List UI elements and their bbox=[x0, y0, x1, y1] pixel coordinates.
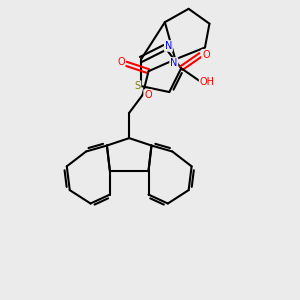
Text: O: O bbox=[202, 50, 210, 60]
Text: OH: OH bbox=[200, 76, 214, 87]
Text: N: N bbox=[165, 41, 172, 51]
Text: S: S bbox=[134, 81, 141, 91]
Text: N: N bbox=[170, 58, 178, 68]
Text: O: O bbox=[144, 90, 152, 100]
Text: O: O bbox=[117, 57, 125, 67]
